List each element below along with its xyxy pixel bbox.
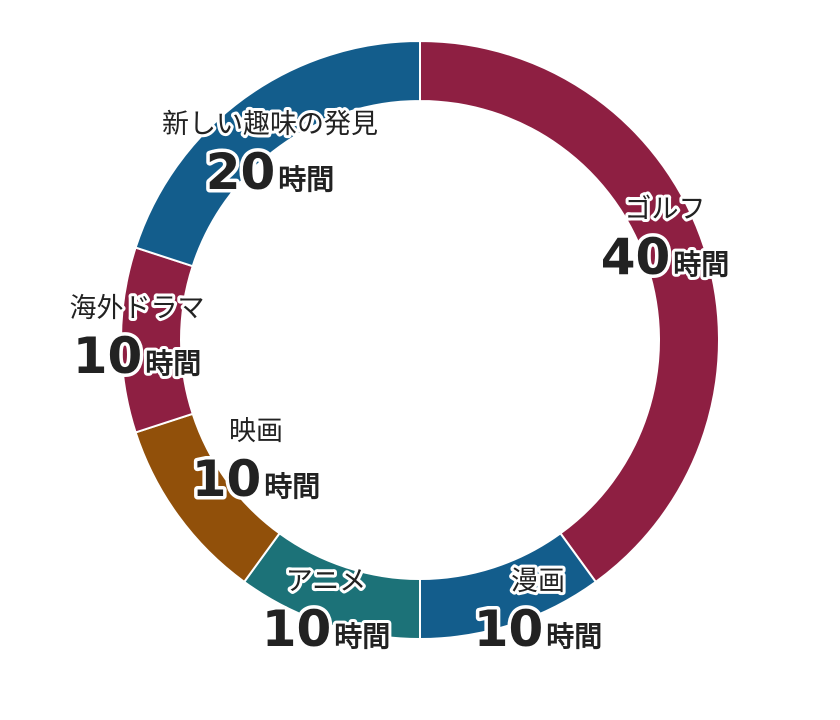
- slice-value-label: 10 時間: [192, 450, 321, 508]
- slice-value-unit: 時間: [264, 470, 320, 503]
- donut-slices: [120, 39, 720, 641]
- slice-category-label: アニメ: [286, 566, 366, 597]
- donut-slice-1: [419, 39, 720, 584]
- slice-value-number: 40: [601, 228, 671, 286]
- slice-category-label: 漫画: [511, 566, 565, 597]
- slice-value-number: 10: [192, 450, 262, 508]
- slice-value-number: 10: [474, 600, 544, 658]
- slice-category-label: 海外ドラマ: [70, 293, 205, 324]
- slice-category-label: 映画: [229, 416, 283, 447]
- slice-value-number: 10: [262, 600, 332, 658]
- slice-value-label: 20 時間: [206, 143, 335, 201]
- slice-value-label: 10 時間: [262, 600, 391, 658]
- slice-value-label: 40 時間: [601, 228, 730, 286]
- slice-value-label: 10 時間: [73, 327, 202, 385]
- slice-category-label: ゴルフ: [625, 194, 706, 225]
- slice-category-label: 新しい趣味の発見: [162, 109, 378, 140]
- slice-value-unit: 時間: [145, 347, 201, 380]
- donut-slice-6: [134, 39, 421, 268]
- slice-value-unit: 時間: [546, 620, 602, 653]
- slice-value-unit: 時間: [334, 620, 390, 653]
- slice-value-unit: 時間: [278, 163, 334, 196]
- slice-value-unit: 時間: [673, 248, 729, 281]
- slice-value-number: 10: [73, 327, 143, 385]
- slice-value-number: 20: [206, 143, 276, 201]
- slice-value-label: 10 時間: [474, 600, 603, 658]
